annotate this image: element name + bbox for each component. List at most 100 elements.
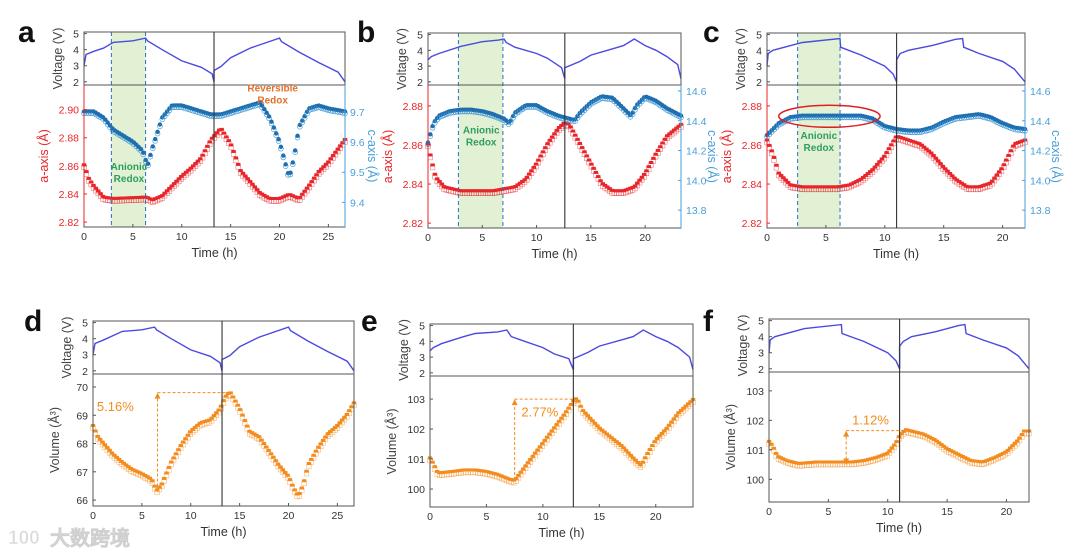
data-point	[453, 188, 458, 192]
data-point	[573, 133, 578, 137]
left-tick-label: 2.86	[742, 140, 763, 152]
data-point	[487, 470, 492, 474]
data-point	[240, 413, 245, 417]
data-point	[105, 446, 110, 450]
data-point	[247, 429, 252, 433]
data-point	[785, 180, 791, 184]
data-point	[628, 453, 634, 457]
data-point	[941, 444, 947, 448]
left-tick-label: 2.84	[59, 189, 80, 201]
voltage-tick-label: 5	[417, 30, 423, 42]
data-point	[138, 146, 144, 152]
voltage-axis-label: Voltage (V)	[397, 319, 411, 381]
right-tick-label: 14.2	[686, 146, 707, 158]
data-point	[432, 172, 438, 176]
data-point	[458, 189, 463, 193]
left-tick-label: 69	[76, 410, 88, 422]
data-point	[799, 185, 805, 189]
data-point	[273, 196, 279, 200]
data-point	[471, 189, 477, 193]
data-point	[124, 463, 129, 467]
data-point	[147, 476, 153, 480]
right-tick-label: 14.6	[1030, 86, 1051, 98]
voltage-tick-label: 2	[73, 77, 79, 89]
data-point	[790, 460, 795, 464]
data-point	[1024, 429, 1029, 433]
annotation-text: Anionic	[111, 162, 148, 173]
data-point	[602, 430, 607, 434]
data-point	[281, 153, 286, 158]
data-point	[257, 100, 262, 105]
right-tick-label: 14.4	[686, 116, 707, 128]
data-point	[428, 153, 433, 157]
watermark-text: 大数跨境	[50, 526, 130, 550]
data-point	[255, 188, 260, 192]
data-point	[287, 478, 293, 482]
data-point	[226, 139, 231, 143]
data-point	[271, 196, 277, 200]
data-point	[961, 183, 967, 187]
data-point	[259, 438, 264, 442]
data-point	[974, 459, 980, 463]
data-point	[482, 469, 488, 473]
data-point	[159, 482, 165, 486]
voltage-tick-label: 2	[758, 364, 764, 376]
data-point	[152, 136, 158, 142]
voltage-tick-label: 3	[417, 61, 423, 73]
data-point	[474, 189, 479, 193]
data-point	[483, 189, 488, 193]
x-tick-label: 10	[879, 232, 891, 244]
annotation-text: Anionic	[463, 125, 500, 136]
data-point	[432, 465, 437, 469]
left-axis-label: a-axis (Å)	[380, 130, 395, 183]
voltage-tick-label: 2	[417, 77, 423, 89]
data-point	[430, 163, 435, 167]
right-tick-label: 9.6	[350, 137, 365, 149]
data-point	[908, 429, 914, 433]
data-point	[88, 180, 94, 184]
data-point	[971, 185, 976, 189]
right-tick-label: 14.6	[686, 86, 707, 98]
arrow-head-icon	[154, 392, 161, 399]
data-point	[825, 185, 831, 189]
x-tick-label: 0	[427, 511, 433, 523]
data-point	[485, 189, 490, 193]
data-point	[148, 152, 153, 158]
data-point	[943, 167, 948, 171]
series-c-axis	[764, 112, 1028, 140]
data-point	[919, 143, 924, 147]
data-point	[906, 428, 911, 432]
x-tick-label: 5	[825, 506, 831, 518]
data-point	[598, 179, 603, 183]
data-point	[792, 184, 798, 188]
data-point	[1022, 429, 1027, 433]
data-point	[830, 185, 835, 189]
data-point	[510, 113, 516, 119]
data-point	[575, 137, 580, 141]
data-point	[107, 448, 112, 452]
right-tick-label: 9.5	[350, 167, 365, 179]
data-point	[259, 192, 265, 196]
data-point	[262, 193, 267, 197]
data-point	[219, 127, 224, 131]
data-point	[264, 195, 269, 199]
data-point	[100, 194, 106, 198]
annotation-text: Redox	[114, 174, 145, 185]
data-point	[150, 479, 155, 483]
data-point	[290, 483, 295, 487]
data-point	[621, 446, 626, 450]
data-point	[781, 176, 786, 180]
data-point	[121, 461, 127, 465]
data-point	[485, 470, 490, 474]
data-point	[957, 180, 962, 184]
annotation-text: Redox	[804, 143, 835, 154]
data-point	[292, 195, 298, 199]
data-point	[563, 121, 569, 125]
data-point	[119, 459, 124, 463]
data-point	[109, 451, 115, 455]
data-point	[435, 177, 440, 181]
left-tick-label: 2.82	[742, 218, 763, 230]
voltage-tick-label: 4	[419, 336, 425, 348]
data-point	[273, 459, 278, 463]
panel-label: d	[24, 305, 42, 338]
